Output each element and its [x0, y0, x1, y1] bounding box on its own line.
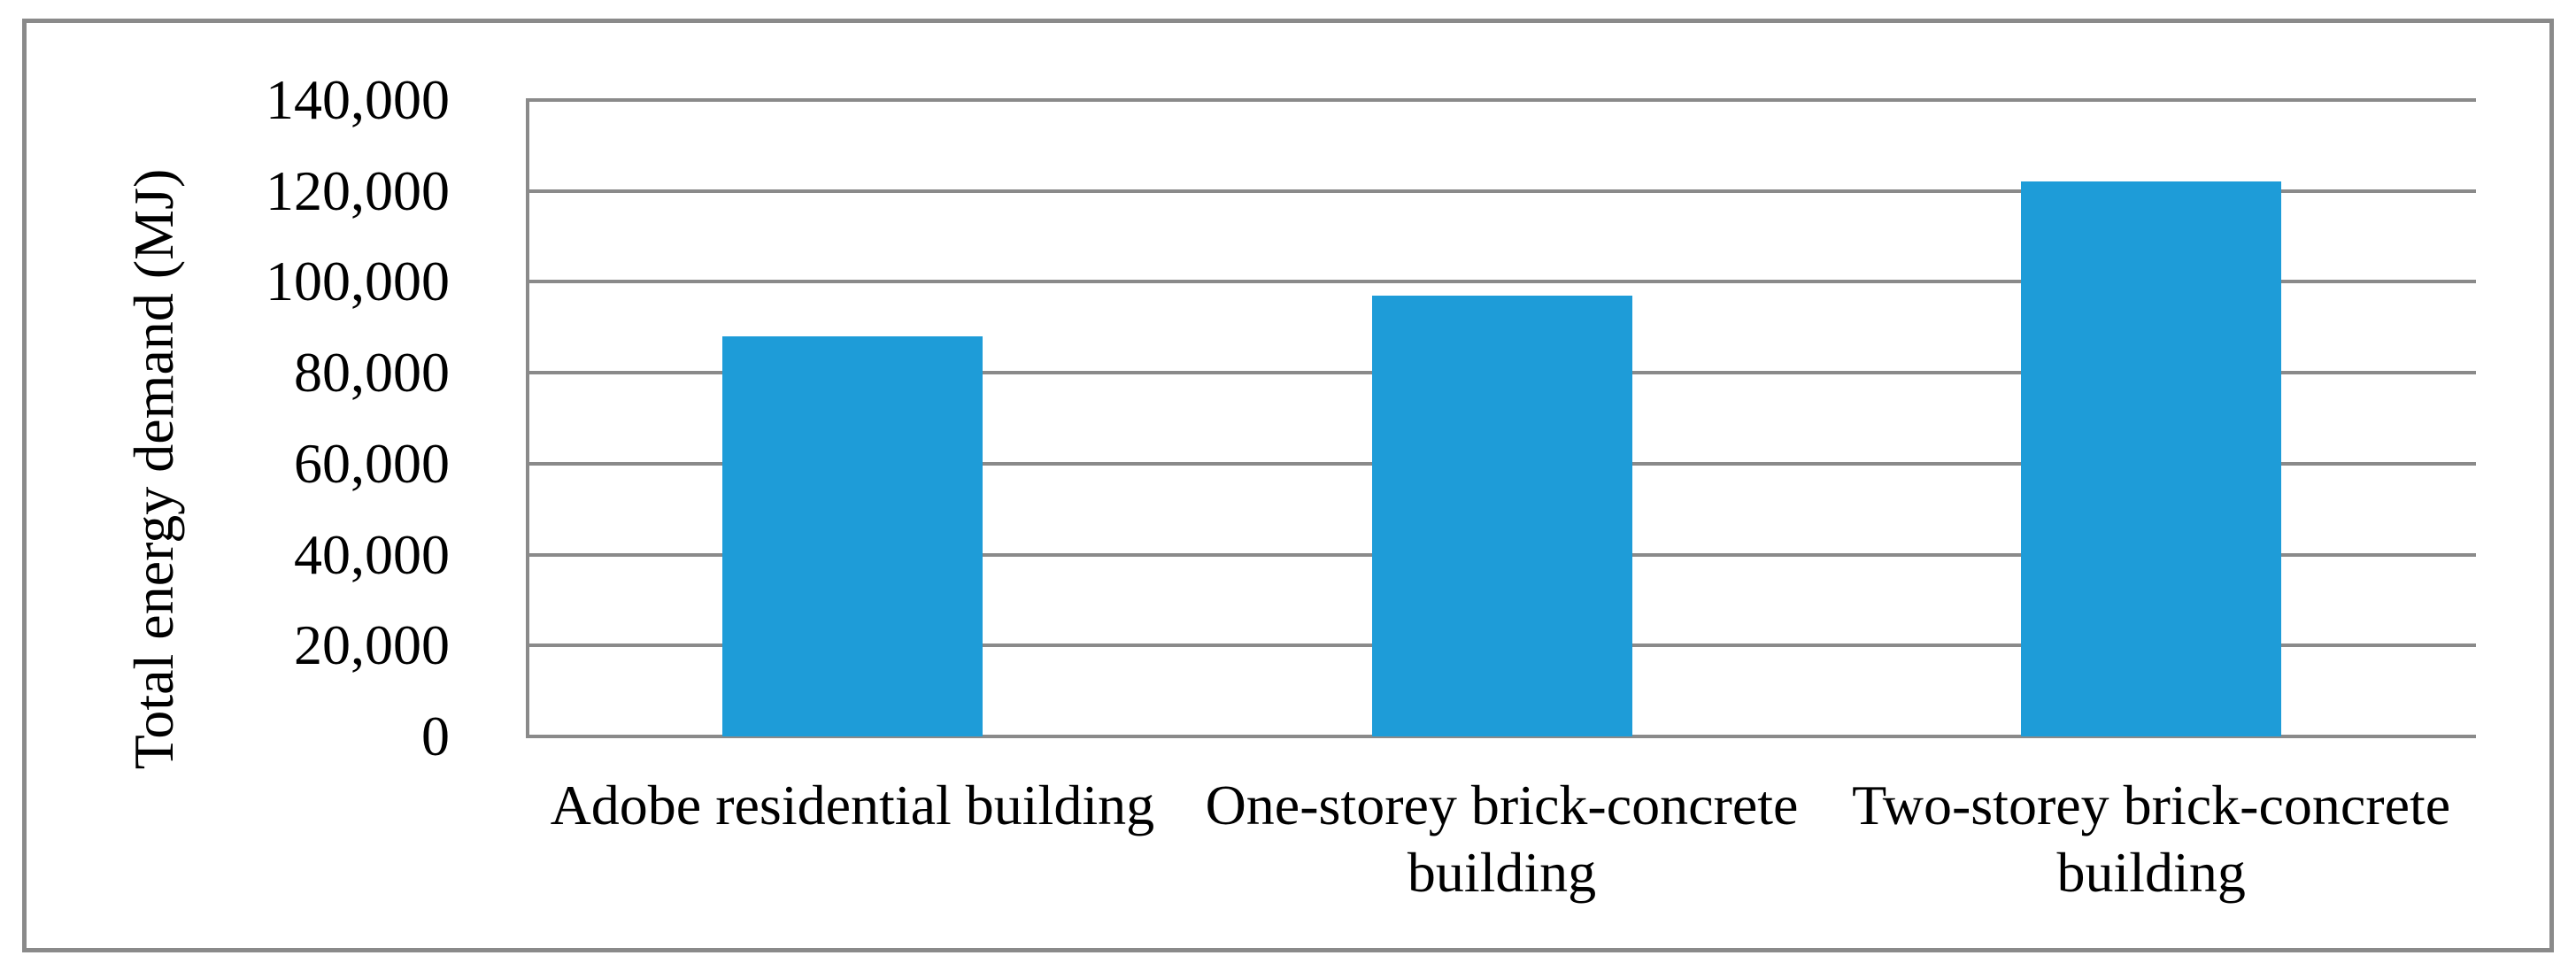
y-tick-label: 100,000 [266, 250, 450, 313]
y-tick-label: 60,000 [294, 431, 450, 495]
y-axis-title: Total energy demand (MJ) [122, 168, 185, 770]
bar-2 [1371, 295, 1632, 736]
y-tick-label: 0 [421, 705, 450, 767]
y-tick-label: 80,000 [294, 341, 450, 405]
y-tick-label: 120,000 [266, 158, 450, 222]
category-label: Two-storey brick-concrete building [1852, 774, 2451, 904]
gridline [528, 189, 2476, 193]
y-tick-label: 20,000 [294, 613, 450, 677]
bar-3 [2021, 181, 2282, 736]
y-axis-line [526, 98, 529, 738]
gridline [528, 735, 2476, 738]
gridline [528, 98, 2476, 102]
bar-1 [721, 336, 983, 736]
category-label: One-storey brick-concrete building [1205, 774, 1799, 904]
y-tick-label: 40,000 [294, 522, 450, 586]
category-label: Adobe residential building [550, 774, 1155, 836]
gridline [528, 280, 2476, 284]
y-tick-label: 140,000 [266, 68, 450, 131]
